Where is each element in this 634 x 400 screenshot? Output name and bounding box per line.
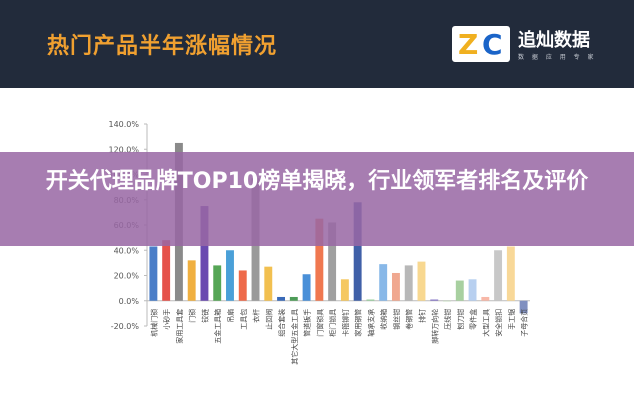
- bar-chart: 140.0%120.0%100.0%80.0%60.0%40.0%20.0%0.…: [108, 120, 530, 365]
- y-tick-label: 140.0%: [108, 120, 139, 129]
- bar-15: [328, 222, 337, 301]
- logo-mark-c: C: [482, 28, 503, 61]
- x-tick-label: 其它大型五金工具: [290, 309, 299, 365]
- x-tick-label: 家用工具套: [175, 309, 184, 344]
- bar-24: [443, 300, 451, 302]
- bar-2: [162, 240, 171, 301]
- bar-23: [430, 299, 439, 301]
- brand-logo: Z C 追灿数据 数 据 应 用 专 家: [452, 24, 612, 68]
- x-tick-label: 门锁: [188, 309, 197, 323]
- logo-subtitle: 数 据 应 用 专 家: [518, 54, 597, 61]
- header-banner: 热门产品半年涨幅情况 Z C 追灿数据 数 据 应 用 专 家: [0, 0, 634, 88]
- x-tick-label: 压线钳: [443, 309, 452, 330]
- x-tick-label: 零件盒: [469, 309, 478, 330]
- bar-10: [264, 266, 273, 301]
- x-tick-label: 家用钢管: [354, 309, 363, 337]
- bar-11: [277, 296, 286, 301]
- x-tick-label: 卷钢管: [405, 309, 414, 330]
- x-tick-label: 大型工具: [481, 309, 490, 337]
- bar-25: [455, 280, 464, 301]
- x-tick-label: 机械门锁: [149, 309, 158, 337]
- x-tick-label: 卡箍铆钉: [341, 309, 350, 337]
- bar-28: [494, 250, 503, 301]
- bar-5: [200, 206, 209, 301]
- x-tick-label: 安全锁扣: [494, 309, 503, 337]
- bar-18: [366, 299, 375, 301]
- x-tick-label: 管道扳手: [303, 309, 312, 337]
- x-tick-label: 五金工具箱: [213, 309, 222, 344]
- logo-name: 追灿数据: [518, 30, 590, 51]
- x-tick-label: 门窗锁具: [315, 309, 324, 337]
- bar-17: [353, 202, 362, 301]
- headline-text: 开关代理品牌TOP10榜单揭晓，行业领军者排名及评价: [45, 169, 589, 194]
- y-tick-label: 40.0%: [114, 246, 140, 255]
- bar-12: [289, 296, 298, 301]
- bar-14: [315, 218, 324, 301]
- x-tick-label: 排钉: [417, 309, 426, 323]
- logo-mark-z: Z: [458, 28, 479, 61]
- page-title: 热门产品半年涨幅情况: [47, 34, 278, 59]
- x-tick-label: 止回阀: [264, 309, 273, 330]
- y-tick-label: -20.0%: [111, 322, 140, 331]
- bar-21: [404, 265, 413, 301]
- bar-8: [238, 270, 247, 301]
- y-tick-label: 0.0%: [119, 297, 140, 306]
- bar-27: [481, 296, 490, 301]
- x-tick-label: 铰链: [200, 309, 209, 323]
- bar-19: [379, 264, 388, 301]
- bar-4: [187, 260, 196, 301]
- x-tick-label: 组合套装: [277, 309, 286, 337]
- x-tick-label: 工具包: [239, 309, 248, 330]
- bar-7: [226, 250, 234, 301]
- bar-29: [506, 246, 515, 301]
- bar-6: [213, 265, 222, 301]
- y-tick-label: 20.0%: [114, 272, 140, 281]
- x-tick-label: 轴承支承: [366, 309, 375, 337]
- x-tick-label: 吊扇: [226, 309, 235, 323]
- bar-16: [340, 279, 349, 301]
- bar-13: [302, 274, 311, 301]
- x-tick-label: 小砂手: [162, 309, 171, 330]
- x-tick-label: 手工锯: [507, 309, 516, 330]
- x-tick-label: 脚转万向轮: [430, 309, 439, 344]
- bar-22: [417, 261, 426, 301]
- bar-30: [519, 300, 528, 314]
- bar-1: [149, 246, 158, 301]
- x-tick-label: 衣杆: [252, 309, 261, 323]
- bar-20: [391, 272, 400, 301]
- bar-26: [468, 279, 477, 301]
- x-tick-label: 钢丝钳: [392, 309, 401, 330]
- logo-mark-box: Z C: [452, 26, 510, 62]
- x-tick-label: 收纳箱: [379, 309, 388, 330]
- y-tick-label: 120.0%: [108, 145, 139, 154]
- x-tick-label: 柜门锁具: [328, 309, 337, 337]
- x-tick-label: 刨刀钳: [456, 309, 465, 330]
- x-tick-label: 子母合页: [520, 309, 529, 337]
- headline-overlay: [0, 152, 634, 246]
